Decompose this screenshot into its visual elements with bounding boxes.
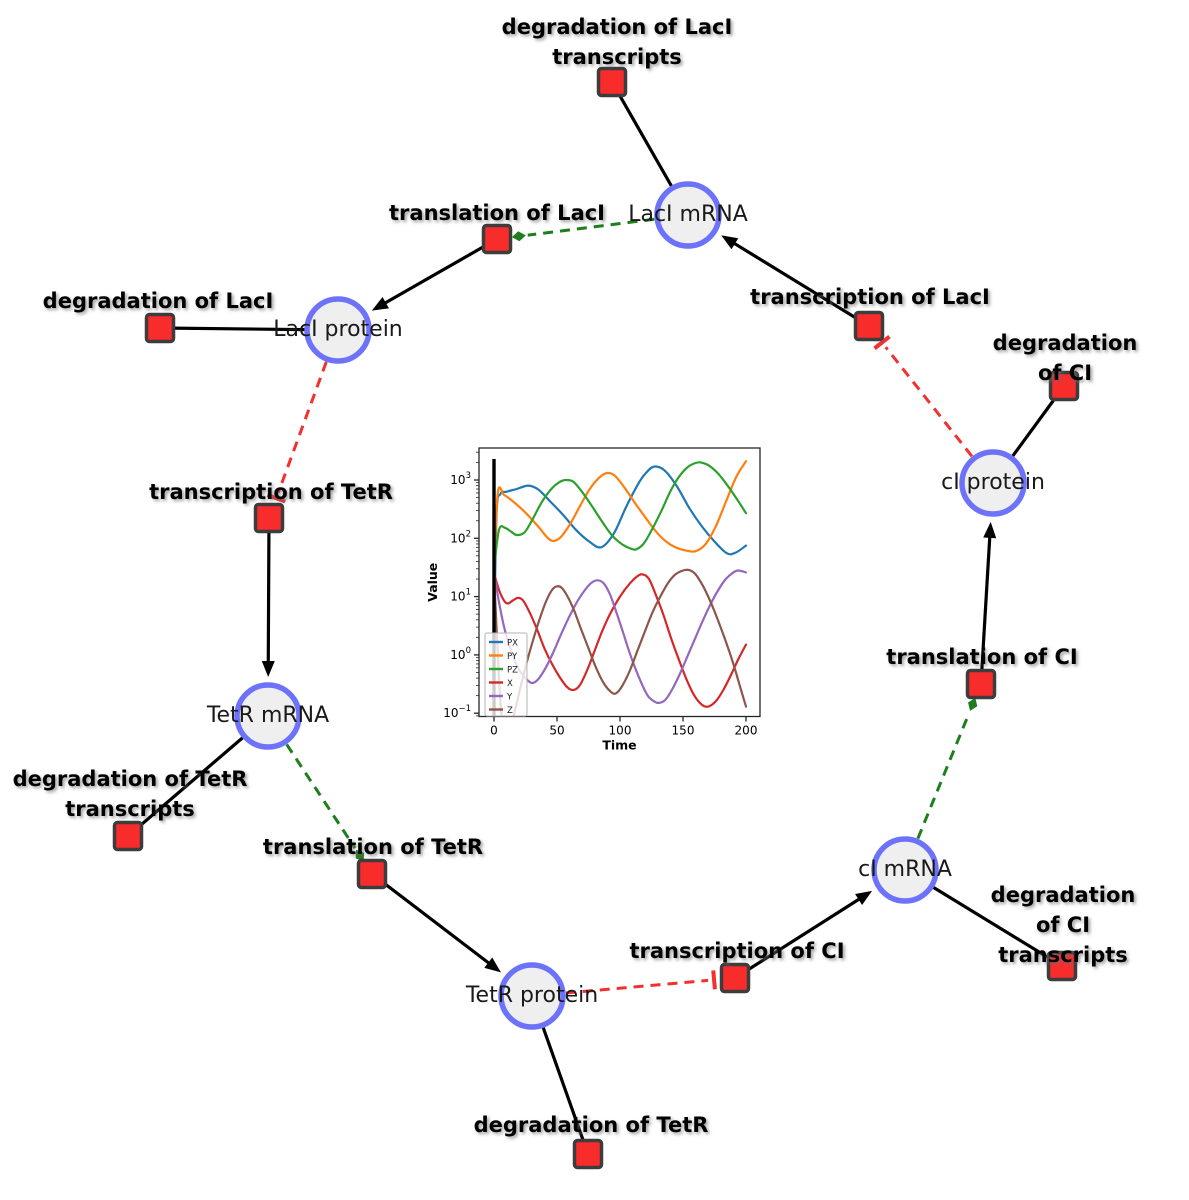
arrowhead-icon bbox=[721, 235, 739, 250]
reaction-label-deg_ci_tx: degradation of CI transcripts bbox=[990, 883, 1136, 967]
edge-inhibition-laci_protein-transc_tetr bbox=[276, 329, 340, 494]
diamond-arrowhead-icon bbox=[968, 697, 978, 711]
time-series-chart: 10−1 100 101 102 103 0 50 100 150 200 PX PY PZ XYZ Tim… bbox=[425, 447, 761, 753]
reaction-label-transl_tetr: translation of TetR bbox=[262, 835, 484, 859]
legend-entry-PZ: PZ bbox=[507, 666, 518, 676]
species-node-laci_protein bbox=[304, 296, 372, 364]
legend-entry-Y: Y bbox=[506, 693, 513, 703]
y-tick-label-10e3: 103 bbox=[450, 471, 471, 487]
species-label-tetr_protein: TetR protein bbox=[465, 983, 599, 1008]
reaction-label-deg_laci: degradation of LacI bbox=[42, 289, 274, 313]
edge-arrow-transc_tetr-tetr_mrna bbox=[266, 517, 271, 665]
x-tick-label-100: 100 bbox=[609, 724, 632, 738]
arrowhead-icon bbox=[484, 957, 501, 973]
species-label-tetr_mrna: TetR mRNA bbox=[206, 703, 330, 728]
y-tick-label-10e0: 100 bbox=[450, 646, 471, 662]
species-label-ci_mrna: cI mRNA bbox=[858, 857, 952, 882]
reaction-label-transl_laci: translation of LacI bbox=[389, 201, 605, 225]
arrowhead-icon bbox=[855, 890, 873, 905]
species-label-laci_protein: LacI protein bbox=[273, 317, 403, 342]
species-node-laci_mrna bbox=[654, 181, 722, 249]
y-tick-label-10e2: 102 bbox=[450, 529, 471, 545]
reaction-label-deg_tetr: degradation of TetR bbox=[473, 1113, 709, 1137]
reaction-node-deg_ci_tx bbox=[1046, 950, 1078, 982]
reaction-label-transl_ci: translation of CI bbox=[886, 645, 1078, 669]
reaction-node-deg_laci_tx bbox=[596, 66, 628, 98]
tee-bar-icon bbox=[266, 493, 286, 504]
arrowhead-icon bbox=[983, 521, 997, 539]
reaction-node-transc_laci bbox=[853, 310, 885, 342]
reaction-node-transl_tetr bbox=[356, 858, 388, 890]
edge-inhibition-tetr_protein-transc_ci bbox=[531, 978, 709, 998]
x-tick-label-50: 50 bbox=[549, 724, 564, 738]
legend-entry-PX: PX bbox=[507, 639, 518, 649]
series-line-X bbox=[492, 572, 748, 708]
arrowhead-icon bbox=[371, 297, 389, 311]
edge-arrow-transl_laci-laci_protein bbox=[382, 237, 498, 306]
legend-box bbox=[484, 632, 528, 717]
arrowhead-icon bbox=[261, 660, 275, 678]
species-node-tetr_protein bbox=[498, 962, 566, 1030]
reaction-label-deg_tetr_tx: degradation of TetR transcripts bbox=[12, 767, 248, 821]
y-axis-label: Value bbox=[425, 563, 440, 602]
edge-inhibition-ci_protein-transc_laci bbox=[884, 346, 995, 484]
y-tick-label-10e-1: 10−1 bbox=[443, 704, 471, 720]
series-line-PZ bbox=[492, 461, 748, 570]
reaction-node-transc_ci bbox=[719, 962, 751, 994]
edge-arrow-transl_tetr-tetr_protein bbox=[371, 872, 492, 966]
reaction-node-transl_ci bbox=[965, 668, 997, 700]
series-line-Y bbox=[492, 569, 748, 705]
series-line-PY bbox=[492, 460, 748, 575]
reaction-node-transl_laci bbox=[481, 223, 513, 255]
reaction-label-deg_ci: degradation of CI bbox=[992, 331, 1138, 385]
reaction-label-transc_ci: transcription of CI bbox=[629, 939, 845, 963]
x-tick-label-200: 200 bbox=[735, 724, 758, 738]
x-tick-label-150: 150 bbox=[672, 724, 695, 738]
edge-arrow-transc_ci-ci_mrna bbox=[734, 896, 862, 980]
x-axis-label: Time bbox=[602, 738, 636, 753]
edge-arrow-transc_laci-laci_mrna bbox=[731, 240, 870, 328]
x-tick-label-0: 0 bbox=[490, 724, 498, 738]
reaction-node-deg_tetr bbox=[572, 1138, 604, 1170]
legend-entry-Z: Z bbox=[507, 706, 513, 716]
tee-bar-icon bbox=[711, 970, 717, 990]
reaction-node-deg_tetr_tx bbox=[112, 820, 144, 852]
diamond-arrowhead-icon bbox=[511, 231, 526, 242]
series-line-PX bbox=[492, 465, 748, 656]
species-node-ci_protein bbox=[959, 449, 1027, 517]
reaction-node-deg_laci bbox=[144, 312, 176, 344]
tee-bar-icon bbox=[873, 335, 891, 350]
reaction-label-transc_tetr: transcription of TetR bbox=[149, 480, 393, 504]
legend-entry-X: X bbox=[507, 679, 513, 689]
diamond-arrowhead-icon bbox=[355, 849, 365, 862]
edge-activation-ci_mrna-transl_ci bbox=[903, 712, 971, 871]
legend-entry-PY: PY bbox=[507, 652, 518, 662]
species-node-ci_mrna bbox=[871, 836, 939, 904]
reaction-node-deg_ci bbox=[1048, 370, 1080, 402]
y-tick-label-10e1: 101 bbox=[450, 588, 471, 604]
reaction-label-transc_laci: transcription of LacI bbox=[750, 285, 990, 309]
species-node-tetr_mrna bbox=[234, 682, 302, 750]
reaction-label-deg_laci_tx: degradation of LacI transcripts bbox=[501, 15, 733, 69]
species-label-laci_mrna: LacI mRNA bbox=[628, 202, 748, 227]
edge-arrow-transl_ci-ci_protein bbox=[979, 534, 992, 685]
species-label-ci_protein: cI protein bbox=[941, 470, 1045, 495]
reaction-node-transc_tetr bbox=[253, 502, 285, 534]
